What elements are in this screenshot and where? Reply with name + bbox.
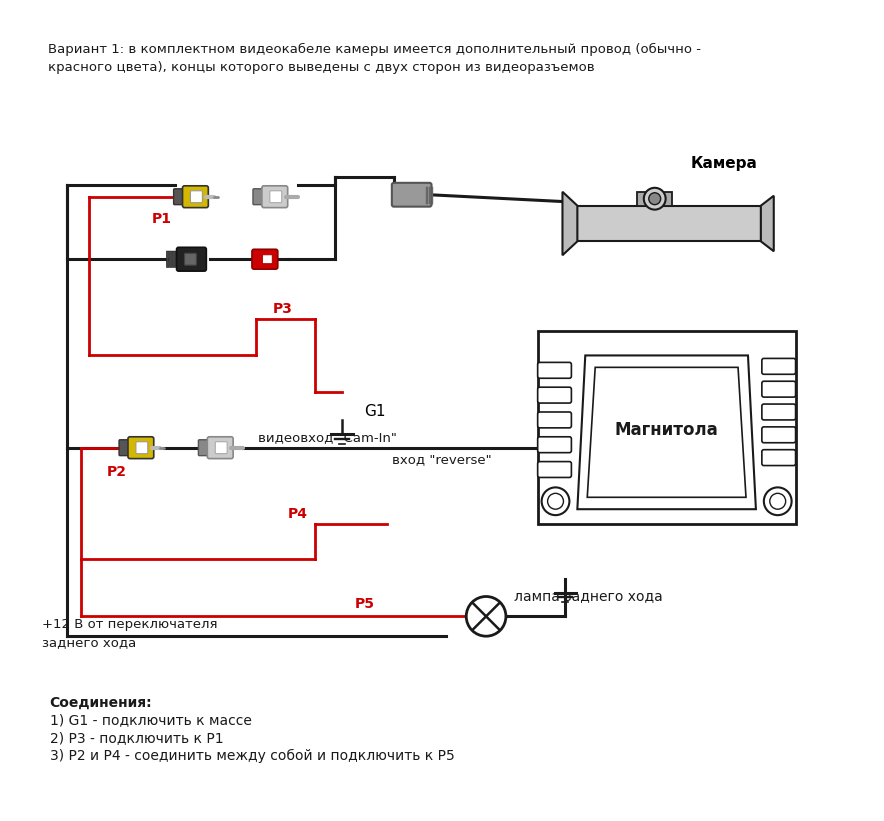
FancyBboxPatch shape <box>537 362 571 378</box>
Text: P3: P3 <box>273 302 293 316</box>
FancyBboxPatch shape <box>762 404 796 420</box>
Text: лампа заднего хода: лампа заднего хода <box>514 589 663 603</box>
Text: Соединения:: Соединения: <box>50 695 152 709</box>
Text: G1: G1 <box>364 405 385 420</box>
FancyBboxPatch shape <box>198 440 210 456</box>
Text: 2) P3 - подключить к P1: 2) P3 - подключить к P1 <box>50 732 224 745</box>
Polygon shape <box>577 205 761 241</box>
Circle shape <box>644 188 666 209</box>
Polygon shape <box>537 331 796 524</box>
Text: P5: P5 <box>355 598 375 612</box>
FancyBboxPatch shape <box>170 251 171 268</box>
FancyBboxPatch shape <box>216 442 227 454</box>
FancyBboxPatch shape <box>175 251 178 268</box>
FancyBboxPatch shape <box>537 412 571 428</box>
Polygon shape <box>577 355 756 509</box>
FancyBboxPatch shape <box>190 190 202 203</box>
FancyBboxPatch shape <box>185 253 196 265</box>
Circle shape <box>466 597 506 636</box>
Polygon shape <box>587 367 746 498</box>
FancyBboxPatch shape <box>173 189 186 204</box>
FancyBboxPatch shape <box>177 247 206 271</box>
Text: видеовход "Cam-In": видеовход "Cam-In" <box>258 431 397 444</box>
Text: 1) G1 - подключить к массе: 1) G1 - подключить к массе <box>50 713 251 727</box>
FancyBboxPatch shape <box>262 186 287 208</box>
FancyBboxPatch shape <box>182 186 209 208</box>
Circle shape <box>649 193 660 204</box>
FancyBboxPatch shape <box>263 255 272 264</box>
Text: Камера: Камера <box>690 157 758 172</box>
Text: P4: P4 <box>287 507 308 521</box>
FancyBboxPatch shape <box>270 190 282 203</box>
FancyBboxPatch shape <box>252 250 278 269</box>
Circle shape <box>547 493 563 509</box>
Circle shape <box>764 488 791 515</box>
FancyBboxPatch shape <box>166 251 169 268</box>
FancyBboxPatch shape <box>537 388 571 403</box>
Text: красного цвета), концы которого выведены с двух сторон из видеоразъемов: красного цвета), концы которого выведены… <box>48 61 594 74</box>
FancyBboxPatch shape <box>136 442 148 454</box>
Text: 3) P2 и P4 - соединить между собой и подключить к P5: 3) P2 и P4 - соединить между собой и под… <box>50 750 454 764</box>
Polygon shape <box>636 192 672 205</box>
Text: вход "reverse": вход "reverse" <box>392 453 492 466</box>
FancyBboxPatch shape <box>128 437 154 459</box>
FancyBboxPatch shape <box>537 437 571 452</box>
Text: Вариант 1: в комплектном видеокабеле камеры имеется дополнительный провод (обычн: Вариант 1: в комплектном видеокабеле кам… <box>48 43 701 56</box>
FancyBboxPatch shape <box>537 461 571 478</box>
FancyBboxPatch shape <box>762 427 796 443</box>
FancyBboxPatch shape <box>762 450 796 466</box>
Polygon shape <box>761 195 774 251</box>
Circle shape <box>770 493 786 509</box>
Text: Магнитола: Магнитола <box>614 421 719 439</box>
Text: +12 В от переключателя: +12 В от переключателя <box>42 617 217 631</box>
FancyBboxPatch shape <box>253 189 265 204</box>
FancyBboxPatch shape <box>172 251 175 268</box>
FancyBboxPatch shape <box>208 437 233 459</box>
FancyBboxPatch shape <box>119 440 131 456</box>
FancyBboxPatch shape <box>392 183 431 207</box>
Text: P2: P2 <box>107 465 127 479</box>
Polygon shape <box>562 192 577 255</box>
Circle shape <box>542 488 569 515</box>
Text: P1: P1 <box>152 212 171 226</box>
FancyBboxPatch shape <box>762 381 796 397</box>
Text: заднего хода: заднего хода <box>42 635 136 649</box>
FancyBboxPatch shape <box>762 359 796 374</box>
